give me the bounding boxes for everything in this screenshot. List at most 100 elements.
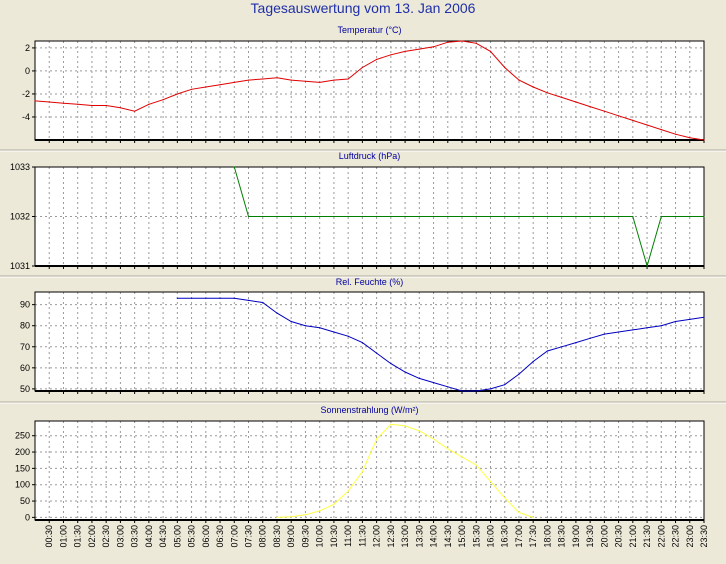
plot-background-2 — [35, 292, 704, 391]
x-tick-label-12: 06:30 — [215, 525, 225, 548]
data-point-2-35 — [674, 320, 677, 323]
x-tick-label-6: 03:30 — [130, 525, 140, 548]
data-point-2-9 — [304, 325, 306, 327]
chart-main-title: Tagesauswertung vom 13. Jan 2006 — [250, 0, 476, 16]
x-tick-label-45: 23:00 — [685, 525, 695, 548]
data-point-2-15 — [390, 363, 392, 365]
x-tick-label-36: 18:30 — [557, 525, 567, 548]
series-line-1 — [233, 166, 704, 268]
data-point-0-24 — [376, 58, 378, 61]
data-point-2-33 — [646, 327, 648, 329]
data-point-0-43 — [646, 124, 648, 126]
data-point-0-18 — [290, 79, 292, 81]
x-tick-label-37: 19:00 — [571, 525, 581, 548]
x-tick-label-44: 22:30 — [671, 525, 681, 548]
data-point-3-7 — [376, 438, 378, 440]
data-point-2-36 — [689, 318, 691, 320]
data-point-3-14 — [475, 464, 477, 466]
data-point-0-16 — [262, 78, 264, 80]
data-point-0-41 — [618, 115, 620, 117]
data-point-0-13 — [219, 84, 221, 86]
x-tick-label-46: 23:30 — [699, 525, 709, 548]
x-tick-label-41: 21:00 — [628, 525, 638, 548]
y-tick-label-0-0: 2 — [25, 43, 30, 53]
panel-title-1: Luftdruck (hPa) — [339, 151, 401, 161]
data-point-0-33 — [504, 66, 506, 69]
data-point-1-29 — [646, 265, 648, 267]
data-point-1-6 — [319, 215, 321, 218]
y-tick-label-2-3: 60 — [20, 363, 30, 373]
data-point-2-20 — [461, 390, 463, 392]
data-point-0-39 — [589, 106, 591, 108]
data-point-0-2 — [62, 102, 65, 104]
y-tick-label-3-0: 250 — [15, 431, 30, 441]
data-point-3-16 — [504, 497, 506, 499]
data-point-3-15 — [489, 480, 492, 482]
data-point-1-31 — [674, 215, 677, 218]
x-tick-label-1: 01:00 — [59, 525, 69, 548]
x-tick-label-26: 13:30 — [414, 525, 424, 548]
x-tick-label-33: 17:00 — [514, 525, 524, 548]
data-point-3-8 — [390, 423, 392, 425]
x-tick-label-8: 04:30 — [158, 525, 168, 548]
data-point-2-29 — [589, 337, 591, 339]
y-tick-label-1-1: 1032 — [10, 212, 30, 222]
data-point-2-30 — [603, 333, 606, 335]
data-point-1-23 — [561, 215, 563, 218]
data-point-0-30 — [461, 40, 463, 42]
data-point-1-21 — [532, 215, 534, 218]
data-point-0-3 — [77, 103, 79, 105]
panel-title-0: Temperatur (°C) — [337, 25, 401, 35]
y-tick-label-0-1: 0 — [25, 66, 30, 76]
data-point-0-9 — [162, 99, 164, 101]
x-tick-label-5: 03:00 — [115, 525, 125, 548]
data-point-2-32 — [632, 329, 634, 331]
data-point-0-35 — [532, 86, 534, 88]
data-point-3-3 — [319, 510, 321, 512]
x-tick-label-21: 11:00 — [343, 525, 353, 547]
x-tick-label-11: 06:00 — [201, 525, 211, 548]
x-tick-label-3: 02:00 — [87, 525, 97, 548]
data-point-0-14 — [233, 81, 235, 83]
data-point-2-26 — [546, 350, 549, 352]
data-point-2-28 — [575, 342, 577, 344]
data-point-2-7 — [276, 312, 278, 314]
x-tick-label-2: 01:30 — [73, 525, 83, 548]
x-tick-label-10: 05:30 — [187, 525, 197, 548]
data-point-0-23 — [361, 66, 363, 69]
data-point-2-8 — [290, 320, 292, 323]
x-tick-label-7: 04:00 — [144, 525, 154, 548]
data-point-0-37 — [561, 96, 563, 98]
data-point-3-18 — [532, 516, 534, 519]
data-point-2-6 — [262, 301, 264, 304]
data-point-3-2 — [304, 514, 306, 516]
x-tick-label-22: 11:30 — [357, 525, 367, 547]
y-tick-label-1-0: 1033 — [10, 162, 30, 172]
data-point-0-47 — [703, 139, 705, 141]
data-point-1-19 — [504, 215, 506, 218]
data-point-2-5 — [247, 299, 250, 301]
data-point-3-6 — [361, 471, 363, 473]
data-point-0-38 — [575, 101, 577, 103]
data-point-0-22 — [347, 78, 349, 80]
data-point-0-20 — [319, 81, 321, 83]
data-point-1-33 — [703, 215, 705, 218]
data-point-0-25 — [390, 54, 392, 56]
x-tick-label-31: 16:00 — [486, 525, 496, 548]
data-point-2-1 — [191, 297, 193, 299]
x-tick-label-9: 05:00 — [172, 525, 182, 548]
data-point-2-4 — [233, 297, 235, 299]
data-point-0-19 — [304, 80, 306, 82]
data-point-0-42 — [632, 119, 634, 121]
plot-background-0 — [35, 41, 704, 140]
x-tick-label-23: 12:00 — [372, 525, 382, 548]
x-tick-label-18: 09:30 — [300, 525, 310, 548]
y-tick-label-3-2: 150 — [15, 463, 30, 473]
y-tick-label-3-1: 200 — [15, 447, 30, 457]
data-point-3-11 — [433, 438, 435, 440]
x-tick-label-16: 08:30 — [272, 525, 282, 548]
y-tick-label-2-2: 70 — [20, 342, 30, 352]
data-point-2-3 — [219, 297, 221, 299]
x-tick-label-39: 20:00 — [599, 525, 609, 548]
